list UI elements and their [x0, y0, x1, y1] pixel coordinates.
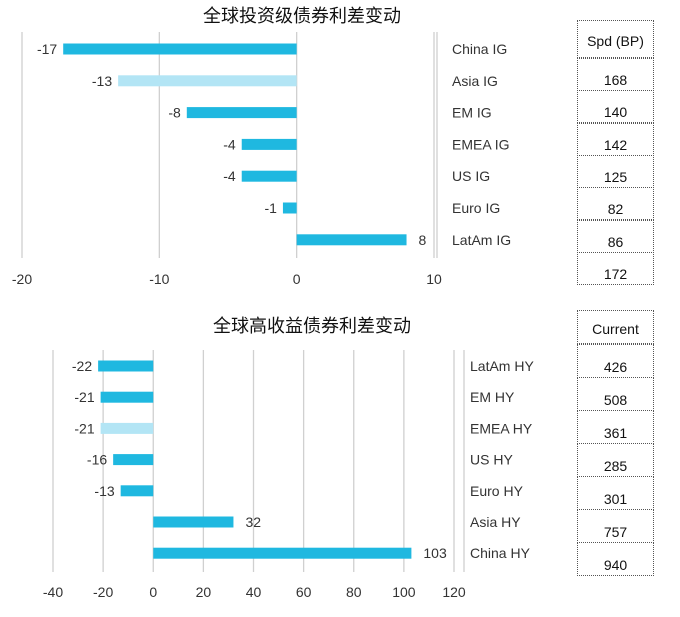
- hy-table-cell: 301: [577, 476, 654, 510]
- hy-data-label: -16: [87, 452, 107, 468]
- hy-x-tick-label: -40: [43, 584, 63, 600]
- ig-x-tick-label: 0: [293, 271, 301, 287]
- ig-x-tick-label: -10: [149, 271, 169, 287]
- ig-data-label: 8: [419, 232, 427, 248]
- hy-category-label: China HY: [470, 545, 531, 561]
- hy-x-tick-label: 60: [296, 584, 312, 600]
- hy-table-cell: 940: [577, 542, 654, 576]
- hy-data-label: 32: [245, 514, 261, 530]
- ig-category-label: Asia IG: [452, 73, 498, 89]
- ig-table-cell: 168: [577, 58, 654, 91]
- hy-bar: [100, 422, 154, 434]
- hy-category-label: Asia HY: [470, 514, 521, 530]
- ig-table-cell: 142: [577, 122, 654, 156]
- hy-x-tick-label: -20: [93, 584, 113, 600]
- hy-table-cell: 426: [577, 344, 654, 378]
- ig-bar: [296, 234, 407, 246]
- hy-data-label: 103: [423, 545, 447, 561]
- ig-bar: [241, 170, 297, 182]
- hy-x-tick-label: 0: [149, 584, 157, 600]
- hy-category-label: LatAm HY: [470, 358, 534, 374]
- ig-x-tick-label: -20: [12, 271, 32, 287]
- ig-table-value: 140: [603, 104, 628, 121]
- hy-table-cell: 757: [577, 509, 654, 543]
- hy-table-cell: 285: [577, 443, 654, 477]
- ig-bar: [63, 43, 297, 55]
- hy-x-tick-label: 40: [246, 584, 262, 600]
- ig-table-cell: 140: [577, 90, 654, 124]
- ig-data-label: -8: [168, 105, 181, 121]
- hy-table-value: 426: [603, 359, 628, 375]
- hy-data-label: -21: [74, 389, 94, 405]
- hy-category-label: US HY: [470, 452, 513, 468]
- ig-plot-area: -20 -10 0 10 -17 China IG -13 Asia IG -8 EM IG -4 E…: [12, 32, 511, 287]
- ig-table-cell: 125: [577, 154, 654, 188]
- hy-table-value: 361: [603, 425, 628, 441]
- ig-table-cell: 172: [577, 251, 654, 285]
- hy-table-header: Current: [577, 310, 654, 344]
- ig-table-value: 168: [603, 72, 628, 88]
- hy-x-tick-label: 120: [442, 584, 466, 600]
- ig-table-value: 125: [603, 168, 628, 185]
- ig-table-value: 86: [607, 233, 624, 250]
- hy-x-tick-label: 100: [392, 584, 416, 600]
- ig-data-label: -13: [92, 73, 112, 89]
- ig-chart-title: 全球投资级债券利差变动: [203, 6, 401, 27]
- ig-data-label: -4: [223, 136, 236, 152]
- hy-x-tick-label: 80: [346, 584, 362, 600]
- hy-bar: [153, 547, 412, 559]
- ig-category-label: US IG: [452, 168, 490, 184]
- ig-x-tick-label: 10: [426, 271, 442, 287]
- ig-table-header-label: Spd (BP): [587, 33, 644, 49]
- ig-data-label: -4: [223, 168, 236, 184]
- ig-bar: [118, 75, 297, 87]
- ig-table-cell: 82: [577, 187, 654, 221]
- ig-category-label: Euro IG: [452, 200, 500, 216]
- hy-chart-title: 全球高收益债券利差变动: [213, 316, 411, 337]
- hy-table-value: 757: [603, 524, 628, 540]
- hy-bar: [113, 454, 154, 466]
- hy-bar: [98, 360, 154, 372]
- ig-table-value: 82: [607, 201, 624, 218]
- ig-category-label: EMEA IG: [452, 136, 510, 152]
- hy-plot-area: -40 -20 0 20 40 60 80 100 120 -22 LatAm HY -21 EM HY…: [43, 350, 534, 600]
- ig-table-value: 172: [603, 265, 628, 282]
- hy-bar: [120, 485, 154, 497]
- hy-table-header-label: Current: [592, 321, 639, 337]
- ig-bar: [186, 107, 297, 119]
- ig-bar: [241, 138, 297, 150]
- hy-table-cell: 508: [577, 377, 654, 411]
- hy-data-label: -13: [94, 483, 114, 499]
- hy-category-label: EM HY: [470, 389, 515, 405]
- ig-data-label: -1: [264, 200, 277, 216]
- ig-data-label: -17: [37, 41, 57, 57]
- hy-table-value: 301: [603, 491, 628, 507]
- ig-category-label: EM IG: [452, 105, 492, 121]
- hy-data-label: -21: [74, 420, 94, 436]
- hy-bar: [100, 391, 154, 403]
- hy-table-value: 940: [603, 557, 628, 573]
- ig-table-value: 142: [603, 136, 628, 153]
- hy-bar: [153, 516, 234, 528]
- ig-table-cell: 86: [577, 219, 654, 253]
- ig-category-label: China IG: [452, 41, 507, 57]
- hy-x-tick-label: 20: [196, 584, 212, 600]
- ig-category-label: LatAm IG: [452, 232, 511, 248]
- ig-bar: [282, 202, 297, 214]
- hy-data-label: -22: [72, 358, 92, 374]
- hy-table-value: 285: [603, 458, 628, 474]
- hy-category-label: Euro HY: [470, 483, 524, 499]
- ig-table-header: Spd (BP): [577, 20, 654, 58]
- hy-category-label: EMEA HY: [470, 420, 533, 436]
- hy-table-cell: 361: [577, 410, 654, 444]
- hy-table-value: 508: [603, 392, 628, 408]
